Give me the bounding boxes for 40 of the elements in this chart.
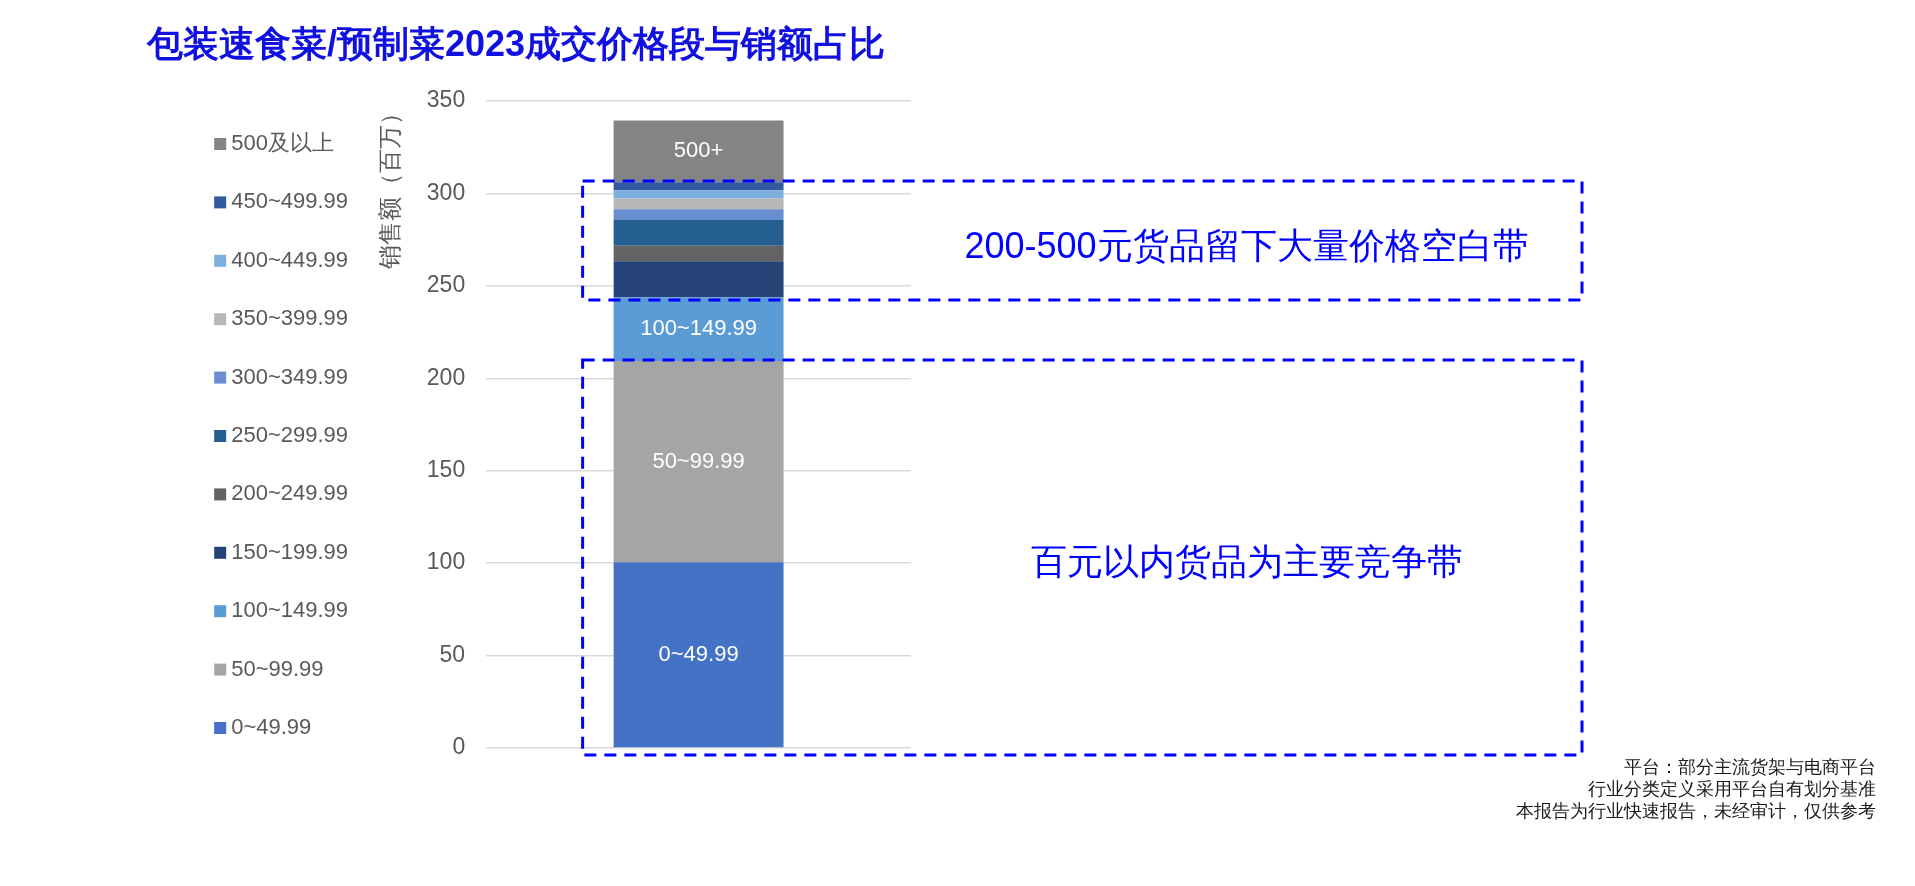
bar (613, 198, 784, 210)
annotation: 0~49.99 (658, 640, 739, 666)
bar (613, 209, 784, 221)
legend-label: 500及以上 (231, 130, 334, 156)
y-tick-label: 150 (426, 456, 466, 483)
bar (613, 220, 784, 246)
bar (613, 261, 784, 298)
legend-label: 150~199.99 (231, 538, 349, 564)
text: 200-500元货品留下大量价格空白带 (964, 224, 1529, 266)
bar (613, 182, 784, 191)
y-tick-label: 100 (426, 548, 466, 575)
y-tick-label: 50 (439, 640, 466, 667)
legend-label: 100~149.99 (231, 597, 349, 623)
bar (613, 361, 784, 563)
legend-label: 400~449.99 (231, 246, 349, 272)
chart-title: 包装速食菜/预制菜2023成交价格段与销额占比 (147, 22, 886, 66)
annotation: 500+ (673, 137, 724, 163)
legend-label: 300~349.99 (231, 363, 349, 389)
text: 本报告为行业快速报告，未经审计，仅供参考 (1516, 800, 1876, 822)
text: 百元以内货品为主要竞争带 (1030, 540, 1463, 582)
bar (613, 120, 784, 183)
text: 行业分类定义采用平台自有划分基准 (1587, 778, 1876, 800)
legend-label: 350~399.99 (231, 305, 349, 331)
legend-label: 250~299.99 (231, 422, 349, 448)
y-tick-label: 250 (426, 271, 466, 298)
y-tick-label: 300 (426, 178, 466, 205)
bar (613, 562, 784, 748)
annotation: 100~149.99 (640, 315, 758, 341)
legend-label: 50~99.99 (231, 655, 324, 681)
text: 平台：部分主流货架与电商平台 (1623, 756, 1876, 778)
y-tick-label: 200 (426, 363, 466, 390)
y-axis-title: 销售额（百万） (376, 101, 404, 270)
bar (613, 190, 784, 199)
y-tick-label: 350 (426, 86, 466, 113)
legend-label: 0~49.99 (231, 714, 312, 740)
legend-label: 200~249.99 (231, 480, 349, 506)
legend-label: 450~499.99 (231, 188, 349, 214)
y-tick-label: 0 (452, 733, 466, 760)
bar (613, 245, 784, 262)
annotation: 50~99.99 (652, 447, 745, 473)
